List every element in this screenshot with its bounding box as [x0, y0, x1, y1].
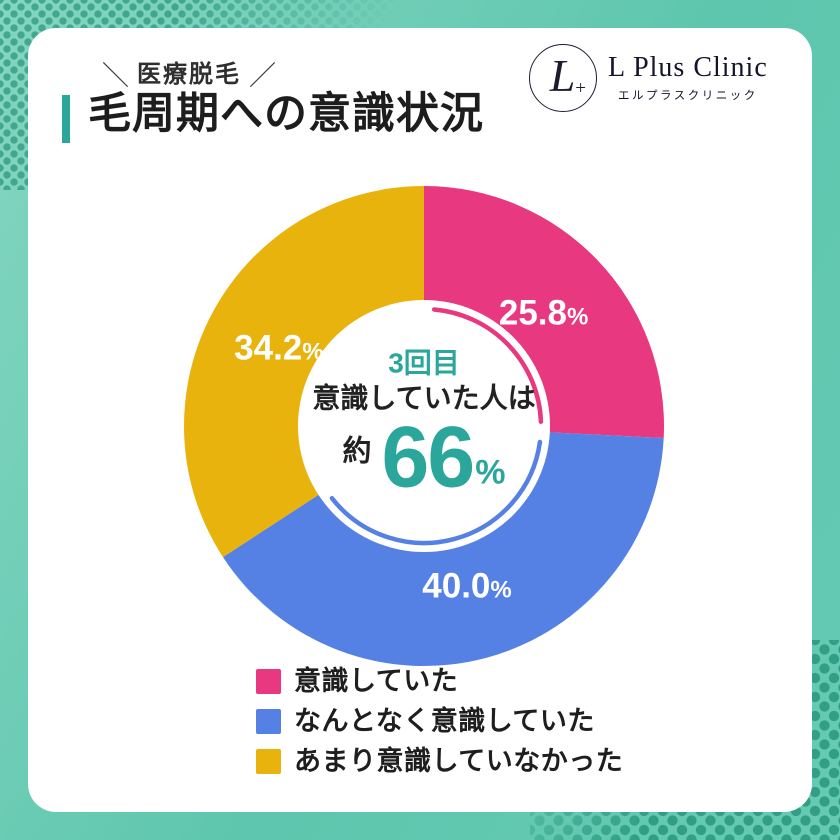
- legend-swatch-1: [256, 709, 281, 734]
- title-accent-bar: [62, 95, 70, 143]
- logo-text: L Plus Clinic エルプラスクリニック: [608, 52, 768, 103]
- center-annotation-value: 約 66 %: [274, 415, 574, 501]
- slice-percent-label-1: 40.0%: [422, 566, 511, 605]
- tagline-decor-right: ／: [249, 61, 276, 91]
- tagline-decor-left: ＼: [102, 61, 129, 91]
- legend-item-1: なんとなく意識していた: [256, 708, 623, 735]
- legend-item-0: 意識していた: [256, 668, 623, 695]
- center-annotation-line2: 意識していた人は: [312, 382, 536, 414]
- slice-percent-label-2: 34.2%: [234, 328, 323, 367]
- legend-label-1: なんとなく意識していた: [294, 706, 595, 736]
- legend-label-0: 意識していた: [294, 666, 459, 696]
- center-ring-arc-0: [431, 307, 544, 424]
- logo-monogram-icon: L +: [529, 44, 597, 112]
- center-annotation-big-value: 66: [381, 409, 476, 506]
- legend-item-2: あまり意識していなかった: [256, 748, 623, 775]
- chart-legend: 意識していたなんとなく意識していた あまり意識していなかった: [256, 668, 623, 775]
- donut-center-circle: [298, 300, 550, 552]
- clinic-logo: L + L Plus Clinic エルプラスクリニック: [529, 44, 768, 112]
- page-title: 毛周期への意識状況: [88, 90, 484, 138]
- tagline-text: 医療脱毛: [137, 61, 241, 88]
- center-annotation-prefix: 約: [342, 435, 372, 468]
- center-ring-arc-1: [329, 439, 543, 546]
- logo-monogram-plus: +: [575, 78, 586, 99]
- center-annotation-line1: 3回目: [388, 347, 460, 379]
- center-annotation-suffix: %: [475, 453, 506, 492]
- logo-kana: エルプラスクリニック: [617, 89, 758, 102]
- donut-chart: 25.8% 40.0% 34.2%: [183, 186, 665, 667]
- slice-percent-label-0: 25.8%: [499, 293, 588, 332]
- tagline: ＼ 医療脱毛 ／: [102, 52, 276, 91]
- logo-monogram-letter: L: [549, 50, 576, 102]
- logo-name: L Plus Clinic: [608, 52, 768, 84]
- legend-label-2: あまり意識していなかった: [294, 746, 624, 776]
- legend-swatch-2: [256, 749, 281, 774]
- chart-center-annotation: 3回目 意識していた人は 約 66 %: [274, 347, 574, 500]
- legend-swatch-0: [256, 669, 281, 694]
